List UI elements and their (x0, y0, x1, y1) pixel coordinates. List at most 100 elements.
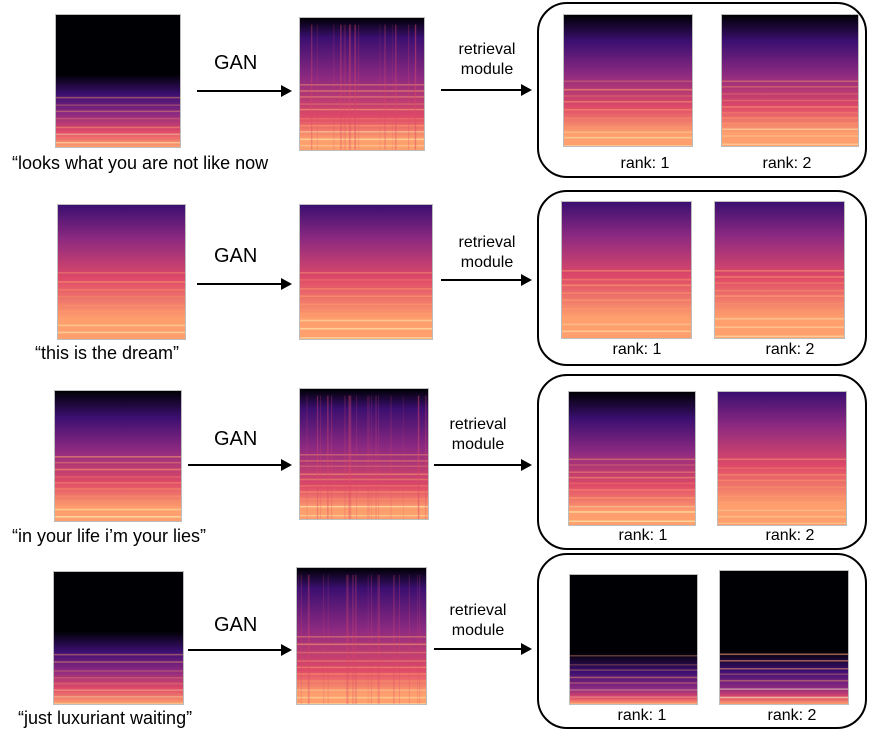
retrieval-arrow (441, 274, 532, 286)
harmonic-band (720, 696, 848, 699)
retrieval-results-box (537, 190, 867, 366)
harmonic-band (562, 307, 691, 310)
harmonic-band (297, 643, 426, 646)
harmonic-band (297, 696, 426, 699)
harmonic-band (55, 468, 181, 471)
harmonic-band (300, 460, 428, 462)
spectrogram-image (570, 575, 697, 704)
onset-streak (399, 574, 400, 704)
harmonic-band (720, 673, 848, 676)
harmonic-band (58, 324, 185, 327)
retrieval-label-line2: module (460, 61, 514, 78)
generated-spectrogram (296, 567, 427, 705)
harmonic-band (722, 99, 858, 102)
harmonic-band (58, 331, 185, 334)
harmonic-band (300, 279, 432, 281)
harmonic-band (562, 315, 691, 317)
harmonic-band (718, 458, 846, 461)
onset-streak (348, 574, 350, 704)
retrieval-arrow (434, 459, 532, 471)
harmonic-band (56, 96, 180, 99)
onset-streak (358, 24, 360, 150)
harmonic-band (297, 689, 426, 691)
harmonic-band (569, 464, 695, 466)
harmonic-band (569, 497, 695, 499)
harmonic-band (300, 90, 424, 92)
harmonic-band (715, 326, 844, 329)
harmonic-band (58, 295, 185, 298)
harmonic-band (718, 479, 846, 482)
harmonic-band (715, 309, 844, 312)
harmonic-band (570, 682, 697, 684)
onset-streak (327, 395, 329, 519)
onset-streak (418, 395, 420, 519)
retrieval-label-line2: module (451, 436, 505, 453)
onset-streak (371, 395, 373, 519)
harmonic-band (718, 467, 846, 470)
onset-streak (349, 395, 352, 519)
harmonic-band (55, 508, 181, 511)
onset-streak (369, 395, 370, 519)
spectrogram-image (300, 18, 424, 150)
harmonic-band (564, 100, 692, 103)
spectrogram-background (564, 15, 692, 146)
harmonic-band (722, 143, 858, 146)
harmonic-band (297, 680, 426, 682)
onset-streak (327, 574, 329, 704)
harmonic-band (718, 522, 846, 525)
spectrogram-image (718, 392, 846, 525)
retrieval-label-line2: module (451, 622, 505, 639)
harmonic-band (569, 511, 695, 513)
spectrogram-background (569, 392, 695, 525)
onset-streak (379, 24, 381, 150)
retrieval-arrow (434, 643, 532, 655)
retrieval-label-line1: retrieval (458, 234, 516, 251)
harmonic-band (562, 330, 691, 333)
harmonic-band (300, 312, 432, 315)
spectrogram-image (720, 571, 848, 704)
harmonic-band (300, 103, 424, 105)
onset-streak (320, 395, 322, 519)
harmonic-band (718, 474, 846, 476)
harmonic-band (564, 117, 692, 120)
harmonic-band (56, 133, 180, 136)
generated-spectrogram (299, 388, 429, 520)
spectrogram-background (718, 392, 846, 525)
retrieved-spectrogram-rank-1 (563, 14, 693, 147)
onset-streak (355, 574, 357, 704)
harmonic-band (569, 505, 695, 508)
onset-streak (348, 395, 350, 519)
onset-streak (408, 24, 410, 150)
gan-arrow (188, 459, 292, 471)
harmonic-band (570, 664, 697, 666)
harmonic-band (562, 299, 691, 302)
harmonic-band (58, 272, 185, 274)
spectrogram-image (58, 205, 185, 339)
harmonic-band (54, 695, 183, 698)
harmonic-band (300, 473, 428, 476)
spectrogram-background (300, 389, 428, 519)
harmonic-band (715, 282, 844, 284)
onset-streak (377, 574, 379, 704)
onset-streak (316, 395, 319, 519)
onset-streak (417, 395, 419, 519)
onset-streak (393, 574, 395, 704)
spectrogram-background (570, 575, 697, 704)
spectrogram-background (715, 202, 844, 338)
harmonic-band (297, 673, 426, 675)
harmonic-band (300, 108, 424, 111)
spectrogram-background (297, 568, 426, 704)
harmonic-band (300, 272, 432, 274)
harmonic-band (300, 505, 428, 508)
harmonic-band (562, 284, 691, 287)
harmonic-band (55, 495, 181, 497)
onset-streak (345, 395, 347, 519)
harmonic-band (300, 485, 428, 487)
harmonic-band (722, 135, 858, 137)
retrieved-spectrogram-rank-2 (714, 201, 845, 339)
harmonic-band (722, 128, 858, 131)
harmonic-band (722, 111, 858, 114)
rank-2-label: rank: 2 (765, 527, 815, 544)
harmonic-band (569, 489, 695, 491)
onset-streak (322, 574, 325, 704)
